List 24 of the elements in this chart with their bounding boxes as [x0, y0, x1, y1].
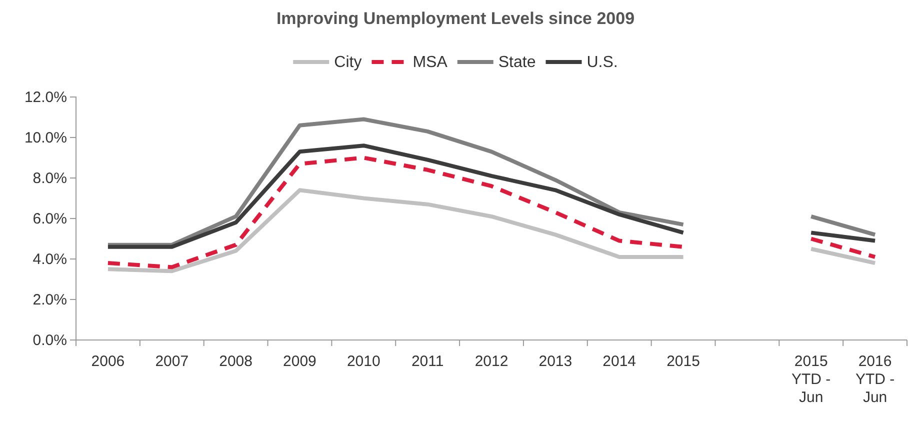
legend-label: MSA — [412, 54, 448, 71]
y-tick-label: 2.0% — [32, 291, 67, 308]
y-tick-label: 12.0% — [24, 88, 67, 106]
x-tick-label: 2015 YTD - Jun — [792, 353, 831, 406]
y-tick-label: 0.0% — [32, 332, 67, 349]
x-tick-label: 2015 — [666, 353, 700, 370]
x-tick-label: 2014 — [602, 353, 636, 370]
x-tick-label: 2016 YTD - Jun — [855, 353, 895, 406]
legend-label: City — [334, 54, 362, 71]
x-tick-label: 2006 — [91, 353, 125, 370]
legend-label: U.S. — [586, 54, 618, 71]
x-tick-label: 2008 — [219, 353, 252, 370]
x-tick-label: 2013 — [538, 353, 572, 370]
y-tick-label: 4.0% — [32, 250, 67, 268]
legend-label: State — [498, 54, 536, 71]
y-tick-label: 8.0% — [32, 170, 67, 187]
chart-title: Improving Unemployment Levels since 2009 — [276, 9, 635, 28]
x-tick-label: 2007 — [155, 353, 189, 370]
x-tick-label: 2012 — [474, 353, 508, 370]
y-tick-label: 6.0% — [32, 210, 67, 228]
x-tick-label: 2010 — [346, 353, 380, 370]
y-tick-label: 10.0% — [24, 129, 67, 146]
x-tick-label: 2009 — [283, 353, 316, 370]
x-tick-label: 2011 — [411, 353, 444, 370]
